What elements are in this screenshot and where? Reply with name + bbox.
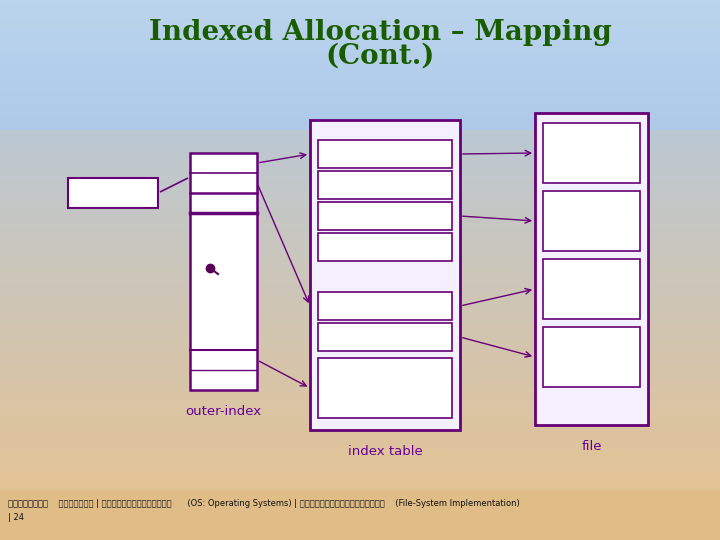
Text: (Cont.): (Cont.)	[325, 43, 435, 70]
Bar	[318, 140, 452, 168]
Bar	[310, 120, 460, 430]
Bar	[318, 233, 452, 261]
Bar	[318, 323, 452, 351]
Text: outer-index: outer-index	[186, 405, 261, 418]
Text: Indexed Allocation – Mapping: Indexed Allocation – Mapping	[148, 18, 611, 45]
Bar	[190, 153, 257, 390]
Bar	[318, 358, 452, 418]
Bar	[543, 259, 640, 319]
Text: index table: index table	[348, 445, 423, 458]
Text: วาชินธุ์    พลายมาศ | ระบบปฏิบัติการ      (OS: Operating Systems) | การใช้งานระบ: วาชินธุ์ พลายมาศ | ระบบปฏิบัติการ (OS: O…	[8, 500, 520, 509]
Bar	[318, 202, 452, 230]
Text: file: file	[581, 440, 602, 453]
Bar	[318, 171, 452, 199]
Bar	[543, 123, 640, 183]
Bar	[543, 191, 640, 251]
Text: | 24: | 24	[8, 514, 24, 523]
Bar	[543, 327, 640, 387]
Bar	[535, 113, 648, 425]
Bar	[318, 292, 452, 320]
Bar	[68, 178, 158, 208]
